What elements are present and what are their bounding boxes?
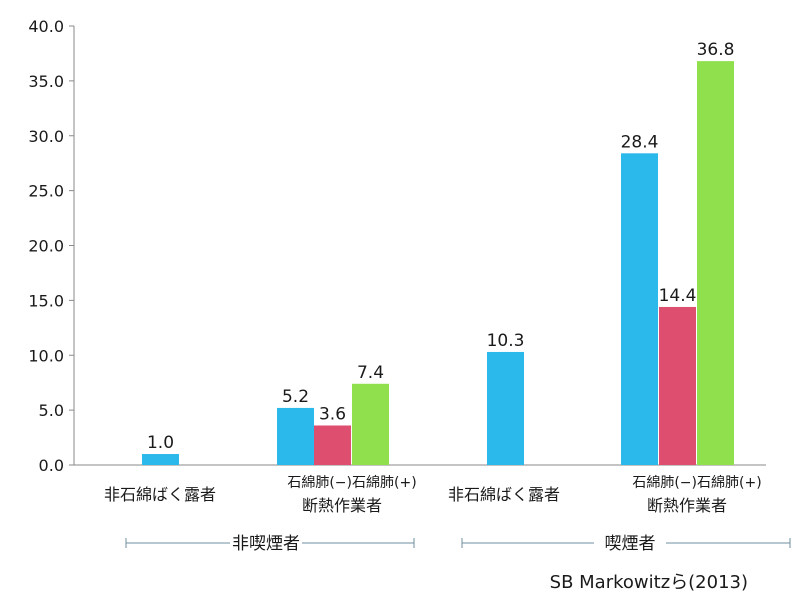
bar	[697, 61, 734, 466]
source-note: SB Markowitzら(2013)	[550, 572, 748, 593]
bar	[487, 351, 524, 465]
bar	[352, 383, 389, 465]
category-sublabel: 石綿肺(−)石綿肺(+)	[287, 475, 416, 491]
category-label: 断熱作業者	[647, 496, 727, 515]
y-tick-label: 10.0	[28, 346, 64, 365]
y-tick-label: 40.0	[28, 17, 64, 36]
category-label: 非石綿ばく露者	[104, 485, 216, 504]
bar-value-label: 14.4	[659, 286, 697, 306]
y-tick-label: 25.0	[28, 182, 64, 201]
bar-value-label: 5.2	[282, 387, 309, 407]
bar	[277, 407, 314, 465]
y-tick-label: 35.0	[28, 72, 64, 91]
bar	[621, 153, 658, 465]
y-tick-label: 20.0	[28, 237, 64, 256]
bar-value-label: 10.3	[487, 331, 525, 351]
bar-value-label: 7.4	[357, 363, 384, 383]
y-tick-label: 5.0	[39, 401, 64, 420]
bar	[142, 454, 179, 465]
y-tick-label: 30.0	[28, 127, 64, 146]
group-label: 喫煙者	[605, 534, 656, 554]
bar-value-label: 1.0	[147, 433, 174, 453]
category-label: 断熱作業者	[302, 496, 382, 515]
y-tick-label: 0.0	[39, 456, 64, 475]
bar-value-label: 3.6	[319, 404, 346, 424]
bar	[659, 306, 696, 465]
category-label: 非石綿ばく露者	[448, 485, 560, 504]
y-tick-label: 15.0	[28, 291, 64, 310]
bar	[314, 425, 351, 465]
bar-value-label: 36.8	[697, 40, 735, 60]
group-label: 非喫煙者	[232, 534, 300, 554]
category-sublabel: 石綿肺(−)石綿肺(+)	[632, 475, 761, 491]
bar-value-label: 28.4	[621, 132, 659, 152]
